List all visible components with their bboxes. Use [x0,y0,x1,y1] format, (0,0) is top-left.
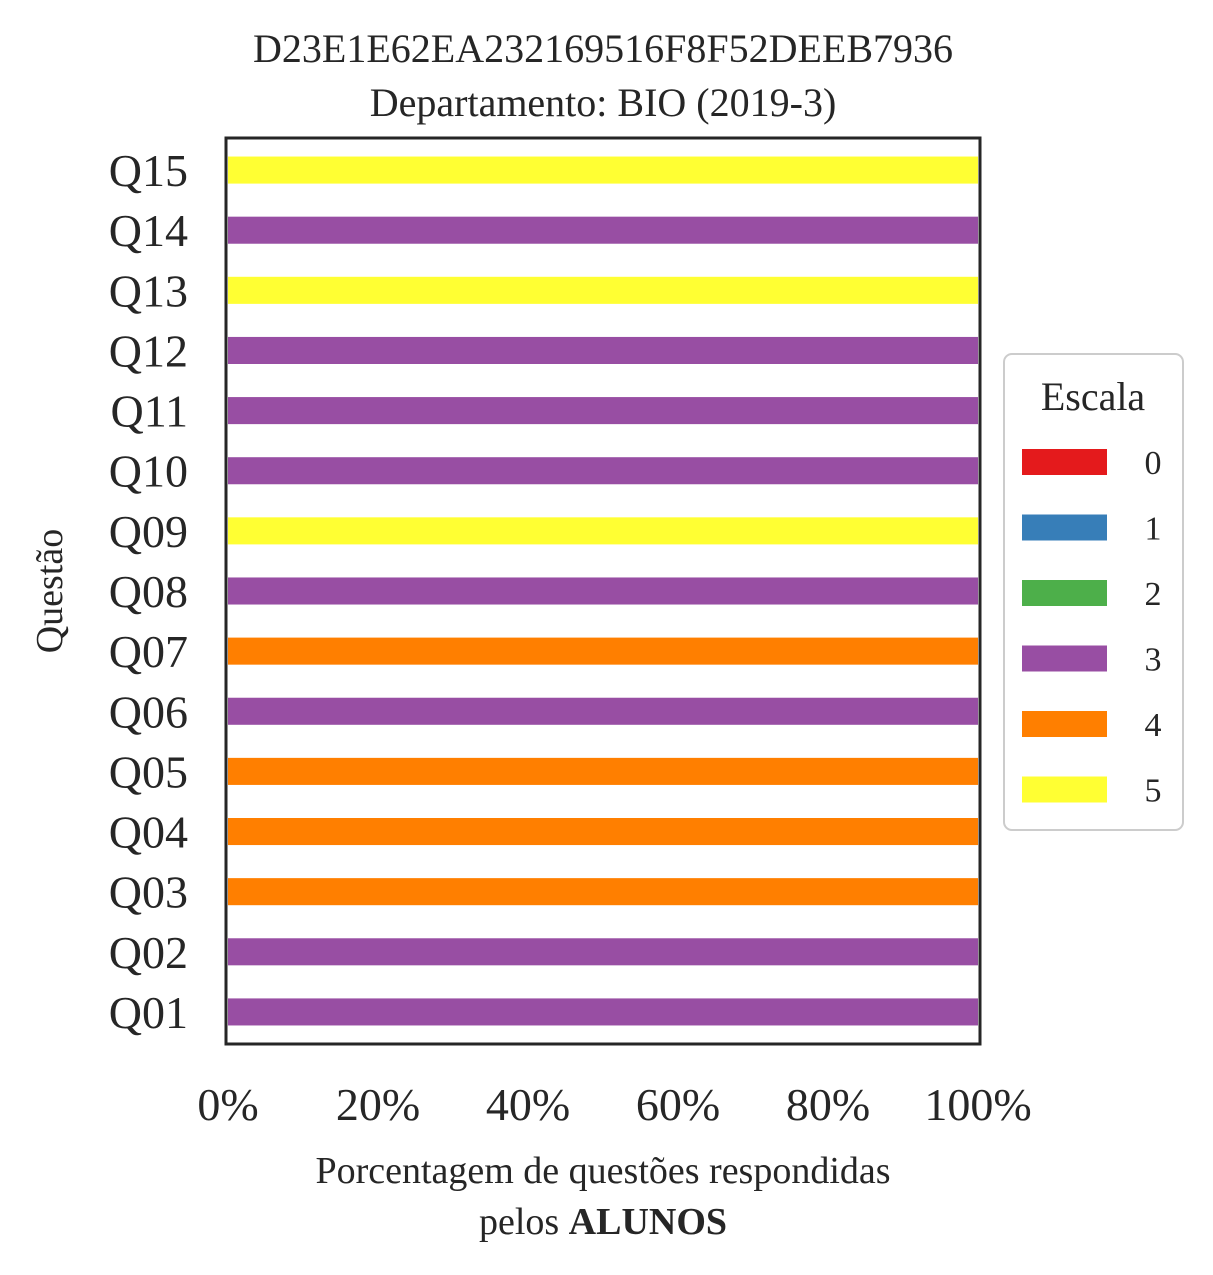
bar-q09-escala-5 [228,517,978,545]
y-tick-labels: Q01 Q02 Q03 Q04 Q05 Q06 Q07 Q08 Q09 Q10 Q11 Q12 Q13 Q… [109,145,188,1038]
x-tick-20: 20% [336,1079,420,1130]
y-tick-q07: Q07 [109,626,188,677]
bar-q10-escala-3 [228,457,978,485]
chart-title: D23E1E62EA232169516F8F52DEEB7936 [253,26,953,71]
bar-q06-escala-3 [228,697,978,725]
bar-q08-escala-3 [228,577,978,605]
x-axis-label-prefix: pelos [479,1201,569,1243]
x-tick-80: 80% [786,1079,870,1130]
bar-q02-escala-3 [228,938,978,966]
y-axis-label: Questão [29,529,71,654]
y-tick-q02: Q02 [109,927,188,978]
x-tick-40: 40% [486,1079,570,1130]
y-tick-q15: Q15 [109,145,188,196]
legend: Escala 0 1 2 3 4 5 [1003,353,1184,831]
legend-label-3: 3 [1145,642,1162,679]
y-tick-q04: Q04 [109,807,188,858]
bar-q07-escala-4 [228,637,978,665]
bars-layer [228,156,978,1026]
x-tick-60: 60% [636,1079,720,1130]
x-axis-label-line2: pelos ALUNOS [479,1201,727,1243]
y-tick-q13: Q13 [109,265,188,316]
legend-swatch-3 [1022,645,1107,672]
chart-subtitle: Departamento: BIO (2019-3) [370,80,837,125]
plot-frame [224,136,982,1046]
legend-label-0: 0 [1145,445,1162,482]
y-tick-q09: Q09 [109,506,188,557]
x-tick-100: 100% [924,1079,1031,1130]
bar-q11-escala-3 [228,397,978,425]
y-tick-q08: Q08 [109,566,188,617]
bar-q12-escala-3 [228,336,978,364]
y-tick-q06: Q06 [109,686,188,737]
x-axis-label-bold: ALUNOS [569,1201,727,1243]
legend-swatch-1 [1022,514,1107,541]
y-tick-q01: Q01 [109,987,188,1038]
legend-label-2: 2 [1145,576,1162,613]
legend-title: Escala [1041,374,1146,419]
x-tick-labels: 0% 20% 40% 60% 80% 100% [197,1079,1031,1130]
bar-q14-escala-3 [228,216,978,244]
legend-swatch-5 [1022,776,1107,803]
bar-q03-escala-4 [228,878,978,906]
x-tick-0: 0% [197,1079,258,1130]
bar-q04-escala-4 [228,818,978,846]
legend-label-5: 5 [1145,773,1162,810]
y-tick-q14: Q14 [109,205,188,256]
legend-items: 0 1 2 3 4 5 [1022,445,1162,810]
bar-q15-escala-5 [228,156,978,184]
y-tick-q10: Q10 [109,446,188,497]
y-tick-q05: Q05 [109,746,188,797]
y-tick-q03: Q03 [109,867,188,918]
y-tick-q11: Q11 [110,386,188,437]
x-axis-label: Porcentagem de questões respondidas [315,1150,890,1192]
legend-swatch-0 [1022,449,1107,475]
legend-swatch-4 [1022,711,1107,737]
y-tick-q12: Q12 [109,325,188,376]
legend-label-1: 1 [1145,511,1162,548]
bar-q01-escala-3 [228,998,978,1026]
bar-q05-escala-4 [228,757,978,785]
legend-label-4: 4 [1145,707,1162,744]
bar-q13-escala-5 [228,276,978,304]
legend-swatch-2 [1022,580,1107,606]
